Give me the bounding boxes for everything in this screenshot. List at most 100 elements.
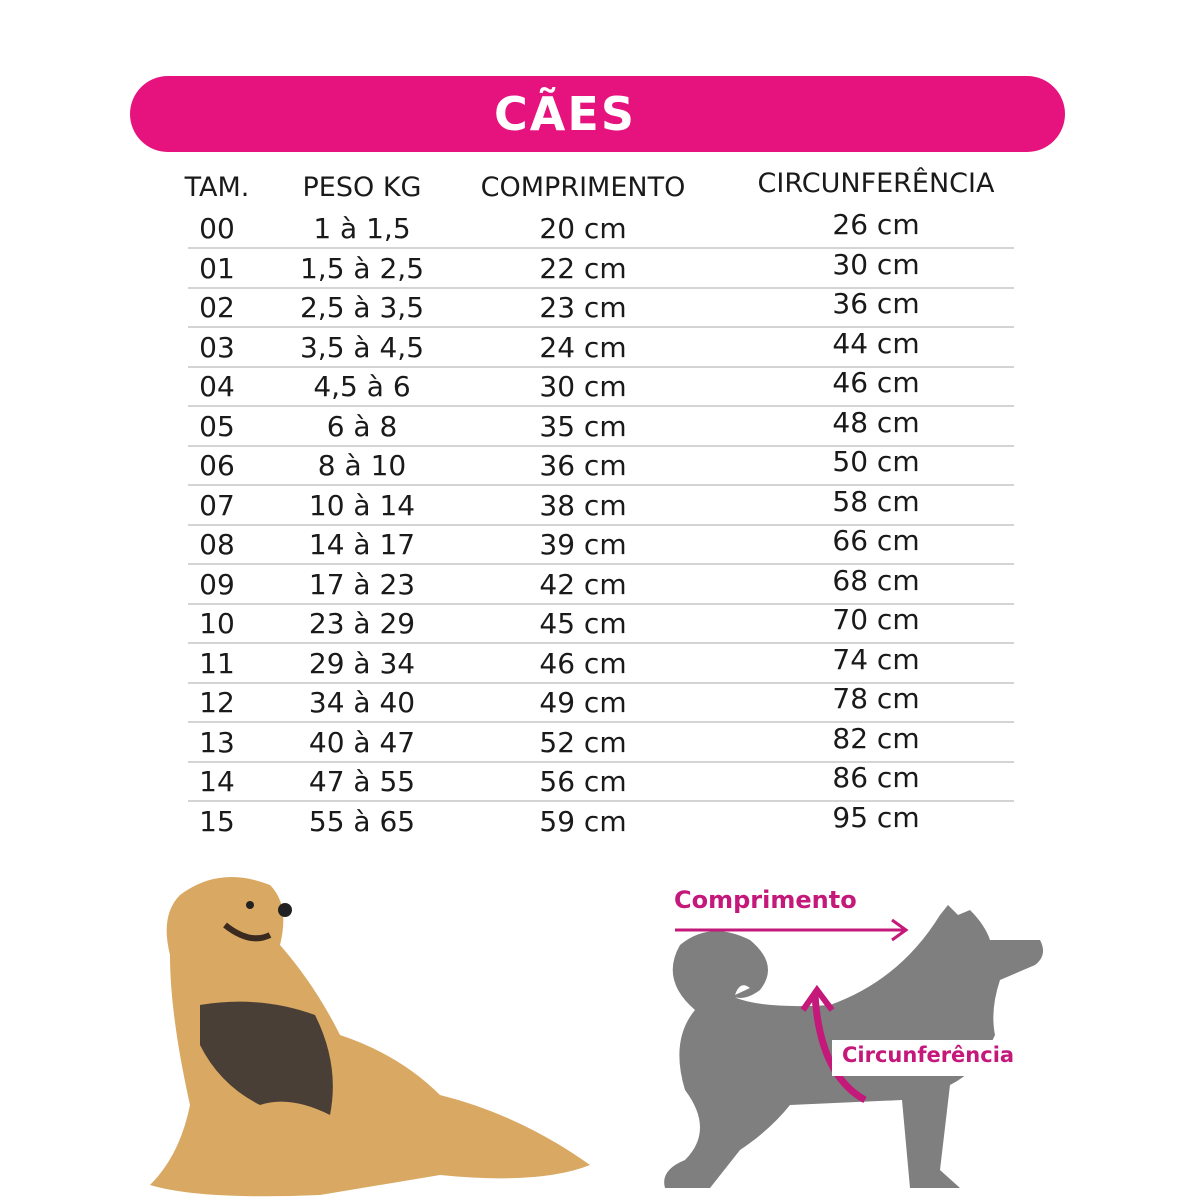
cell-length: 42 cm: [539, 567, 627, 601]
cell-size: 00: [199, 212, 235, 245]
cell-length: 22 cm: [539, 251, 627, 285]
cell-weight: 29 à 34: [308, 646, 416, 680]
column-header-size: TAM.: [184, 172, 250, 203]
dog-silhouette-diagram: [664, 905, 1044, 1188]
table-row: 03 3,5 à 4,5 24 cm 44 cm: [0, 327, 1200, 371]
cell-weight: 47 à 55: [308, 765, 416, 798]
cell-size: 10: [199, 607, 235, 640]
cell-length: 56 cm: [539, 765, 627, 798]
table-row: 07 10 à 14 38 cm 58 cm: [0, 485, 1200, 529]
cell-size: 07: [199, 488, 235, 522]
cell-girth: 86 cm: [832, 761, 920, 794]
cell-weight: 10 à 14: [308, 488, 416, 522]
row-divider: [188, 326, 1014, 328]
row-divider: [188, 405, 1014, 407]
cell-size: 13: [199, 725, 235, 759]
cell-weight: 14 à 17: [308, 528, 416, 561]
cell-size: 02: [199, 291, 235, 324]
dog-photo: [150, 877, 590, 1197]
cell-girth: 46 cm: [832, 366, 920, 399]
cell-length: 24 cm: [539, 330, 627, 364]
cell-girth: 26 cm: [832, 208, 920, 241]
table-row: 06 8 à 10 36 cm 50 cm: [0, 445, 1200, 489]
column-header-length: COMPRIMENTO: [480, 172, 686, 203]
cell-weight: 1,5 à 2,5: [299, 251, 425, 285]
table-row: 00 1 à 1,5 20 cm 26 cm: [0, 208, 1200, 252]
cell-girth: 74 cm: [832, 642, 920, 676]
table-row: 10 23 à 29 45 cm 70 cm: [0, 603, 1200, 647]
cell-girth: 78 cm: [832, 682, 920, 715]
cell-girth: 68 cm: [832, 563, 920, 597]
row-divider: [188, 642, 1014, 644]
cell-weight: 1 à 1,5: [313, 212, 411, 245]
column-header-weight: PESO KG: [302, 172, 422, 203]
cell-girth: 82 cm: [832, 721, 920, 755]
table-row: 14 47 à 55 56 cm 86 cm: [0, 761, 1200, 805]
row-divider: [188, 760, 1014, 763]
row-divider: [188, 444, 1014, 447]
title-banner: CÃES: [130, 76, 1065, 152]
row-divider: [188, 800, 1014, 802]
cell-weight: 6 à 8: [326, 409, 398, 443]
cell-length: 23 cm: [539, 291, 627, 324]
cell-length: 30 cm: [539, 370, 627, 403]
row-divider: [188, 681, 1014, 684]
table-row: 09 17 à 23 42 cm 68 cm: [0, 564, 1200, 608]
page-title: CÃES: [494, 87, 636, 141]
cell-size: 12: [199, 686, 235, 719]
length-label: Comprimento: [674, 886, 857, 914]
cell-girth: 44 cm: [832, 326, 920, 360]
row-divider: [188, 365, 1014, 368]
cell-size: 14: [199, 765, 235, 798]
cell-length: 36 cm: [539, 449, 627, 482]
table-row: 05 6 à 8 35 cm 48 cm: [0, 406, 1200, 450]
table-row: 01 1,5 à 2,5 22 cm 30 cm: [0, 248, 1200, 292]
cell-length: 38 cm: [539, 488, 627, 522]
table-row: 02 2,5 à 3,5 23 cm 36 cm: [0, 287, 1200, 331]
cell-length: 35 cm: [539, 409, 627, 443]
girth-label: Circunferência: [842, 1043, 1015, 1067]
cell-weight: 4,5 à 6: [313, 370, 411, 403]
cell-girth: 48 cm: [832, 405, 920, 439]
table-row: 15 55 à 65 59 cm 95 cm: [0, 801, 1200, 845]
cell-length: 45 cm: [539, 607, 627, 640]
cell-size: 11: [199, 646, 235, 680]
cell-weight: 55 à 65: [308, 804, 416, 838]
cell-weight: 3,5 à 4,5: [299, 330, 425, 364]
table-row: 11 29 à 34 46 cm 74 cm: [0, 643, 1200, 687]
table-row: 08 14 à 17 39 cm 66 cm: [0, 524, 1200, 568]
cell-length: 59 cm: [539, 804, 627, 838]
table-row: 12 34 à 40 49 cm 78 cm: [0, 682, 1200, 726]
cell-size: 01: [199, 251, 235, 285]
cell-size: 05: [199, 409, 235, 443]
row-divider: [188, 247, 1014, 249]
row-divider: [188, 484, 1014, 486]
cell-length: 49 cm: [539, 686, 627, 719]
cell-size: 06: [199, 449, 235, 482]
cell-weight: 8 à 10: [317, 449, 407, 482]
cell-girth: 36 cm: [832, 287, 920, 320]
row-divider: [188, 523, 1014, 526]
cell-girth: 50 cm: [832, 445, 920, 478]
cell-length: 39 cm: [539, 528, 627, 561]
cell-girth: 58 cm: [832, 484, 920, 518]
cell-length: 46 cm: [539, 646, 627, 680]
table-row: 04 4,5 à 6 30 cm 46 cm: [0, 366, 1200, 410]
cell-length: 20 cm: [539, 212, 627, 245]
row-divider: [188, 286, 1014, 289]
cell-weight: 34 à 40: [308, 686, 416, 719]
cell-weight: 23 à 29: [308, 607, 416, 640]
cell-weight: 40 à 47: [308, 725, 416, 759]
cell-girth: 30 cm: [832, 247, 920, 281]
cell-size: 15: [199, 804, 235, 838]
cell-weight: 2,5 à 3,5: [299, 291, 425, 324]
row-divider: [188, 563, 1014, 565]
cell-girth: 66 cm: [832, 524, 920, 557]
cell-length: 52 cm: [539, 725, 627, 759]
cell-size: 09: [199, 567, 235, 601]
column-header-girth: CIRCUNFERÊNCIA: [757, 168, 995, 199]
cell-size: 03: [199, 330, 235, 364]
row-divider: [188, 721, 1014, 723]
table-row: 13 40 à 47 52 cm 82 cm: [0, 722, 1200, 766]
cell-girth: 95 cm: [832, 800, 920, 834]
